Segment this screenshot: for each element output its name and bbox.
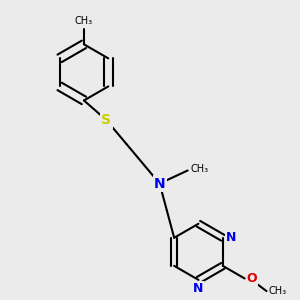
- Text: N: N: [193, 281, 204, 295]
- Text: CH₃: CH₃: [191, 164, 209, 174]
- Text: N: N: [154, 176, 165, 190]
- Text: CH₃: CH₃: [268, 286, 286, 296]
- Text: N: N: [225, 231, 236, 244]
- Text: CH₃: CH₃: [75, 16, 93, 26]
- Text: S: S: [101, 113, 111, 127]
- Text: O: O: [246, 272, 257, 285]
